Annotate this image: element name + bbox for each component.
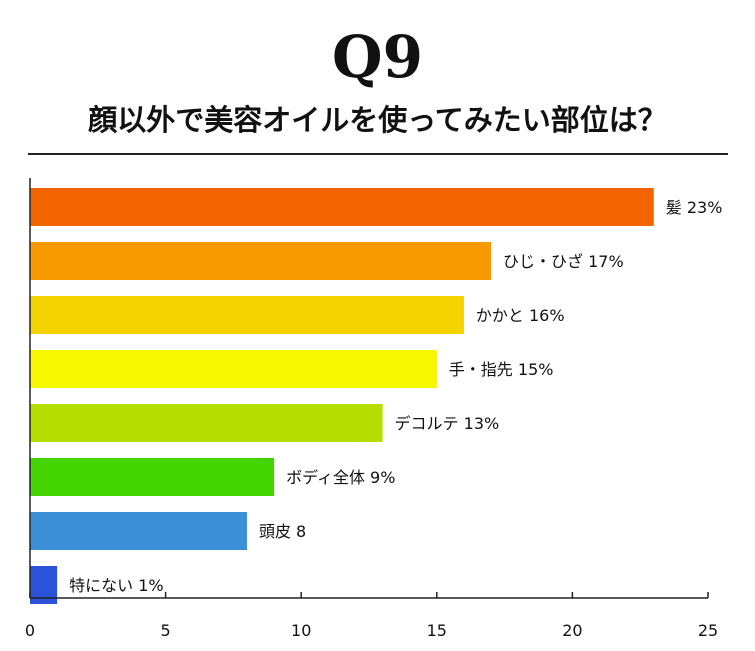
x-tick-label-15: 15 — [427, 621, 447, 640]
x-tick-label-0: 0 — [25, 621, 35, 640]
data-labels-layer: 髪 23% ひじ・ひざ 17% かかと 16% 手・指先 15% デコルテ 13% ボディ… — [69, 198, 722, 595]
bar-2 — [30, 242, 492, 280]
bar-7 — [30, 512, 247, 550]
bars-layer — [30, 188, 654, 604]
bar-5 — [30, 404, 383, 442]
axes-layer: 0 5 10 15 20 25 — [25, 178, 718, 640]
bar-6 — [30, 458, 275, 496]
data-label-2: ひじ・ひざ 17% — [503, 252, 624, 271]
title-divider — [28, 153, 728, 155]
data-label-5: デコルテ 13% — [395, 414, 500, 433]
x-tick-label-25: 25 — [698, 621, 718, 640]
data-label-1: 髪 23% — [666, 198, 723, 217]
data-label-4: 手・指先 15% — [449, 360, 554, 379]
x-tick-label-20: 20 — [562, 621, 582, 640]
data-label-7: 頭皮 8 — [259, 522, 306, 541]
question-number: Q9 — [332, 23, 423, 91]
x-tick-label-5: 5 — [161, 621, 171, 640]
data-label-3: かかと 16% — [476, 306, 565, 325]
question-title: 顔以外で美容オイルを使ってみたい部位は？ — [88, 103, 667, 137]
bar-3 — [30, 296, 464, 334]
data-label-8: 特にない 1% — [69, 576, 163, 595]
bar-1 — [30, 188, 654, 226]
bar-4 — [30, 350, 437, 388]
data-label-6: ボディ全体 9% — [286, 468, 395, 487]
x-tick-label-10: 10 — [291, 621, 311, 640]
